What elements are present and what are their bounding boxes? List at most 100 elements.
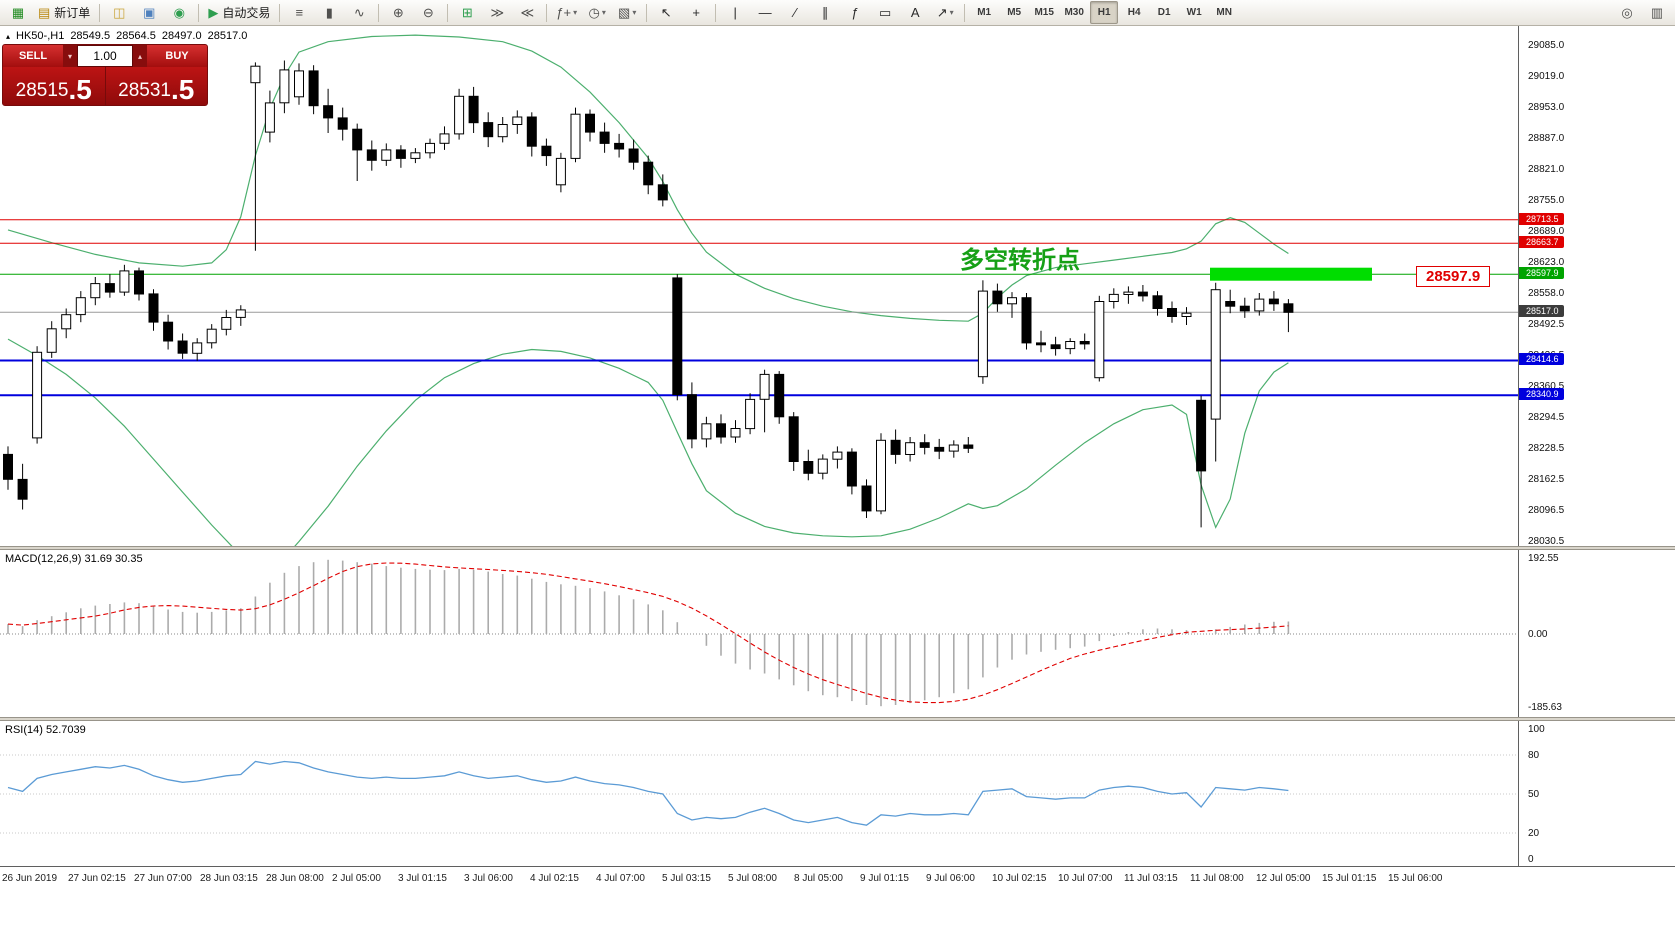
timeframe-m15[interactable]: M15 <box>1030 1 1058 24</box>
timeframe-d1[interactable]: D1 <box>1150 1 1178 24</box>
zoom-in-icon-glyph: ⊕ <box>392 5 404 20</box>
macd-label: MACD(12,26,9) 31.69 30.35 <box>5 553 143 565</box>
candlestick-chart-icon[interactable]: ▮ <box>315 1 343 24</box>
macd-scale-label: 0.00 <box>1528 629 1548 640</box>
collapse-panel-icon[interactable]: ▴ <box>6 31 11 41</box>
shapes-icon-glyph: ▭ <box>879 5 892 20</box>
indicators-button-glyph: ƒ+ <box>556 5 572 20</box>
chevron-down-icon: ▾ <box>601 8 606 17</box>
candle <box>192 342 203 354</box>
autotrading-button[interactable]: ▶ 自动交易 <box>204 1 274 24</box>
ohlc-high: 28564.5 <box>116 30 156 42</box>
vertical-line-icon[interactable]: | <box>721 1 749 24</box>
bar-chart-icon[interactable]: ≡ <box>285 1 313 24</box>
price-axis[interactable]: 29085.0 29019.0 28953.0 28887.0 28821.0 28755… <box>1518 26 1675 866</box>
trendline-icon[interactable]: ∕ <box>781 1 809 24</box>
candle <box>832 451 843 460</box>
candle <box>1254 298 1265 312</box>
tile-windows-icon[interactable]: ⊞ <box>453 1 481 24</box>
arrows-icon-glyph: ↗ <box>936 5 948 20</box>
channel-icon[interactable]: ∥ <box>811 1 839 24</box>
templates-button[interactable]: ▧ ▾ <box>613 1 641 24</box>
data-window-icon[interactable]: ◉ <box>165 1 193 24</box>
timeframe-m1[interactable]: M1 <box>970 1 998 24</box>
auto-scroll-icon[interactable]: ≫ <box>483 1 511 24</box>
timeframe-mn[interactable]: MN <box>1210 1 1238 24</box>
horizontal-line-icon-glyph: — <box>758 5 772 20</box>
zoom-out-icon-glyph: ⊖ <box>422 5 434 20</box>
candle <box>992 290 1003 305</box>
search-icon[interactable]: ◎ <box>1613 1 1641 24</box>
sell-price[interactable]: 28515.5 <box>3 67 105 105</box>
macd-pane[interactable] <box>0 550 1518 717</box>
volume-down-button[interactable]: ▾ <box>63 45 77 67</box>
arrows-icon[interactable]: ↗ ▾ <box>931 1 959 24</box>
chart-grid-icon[interactable]: ◫ <box>105 1 133 24</box>
volume-up-button[interactable]: ▴ <box>133 45 147 67</box>
cursor-icon[interactable]: ↖ <box>652 1 680 24</box>
periods-button-glyph: ◷ <box>588 5 600 20</box>
ohlc-close: 28517.0 <box>207 30 248 42</box>
buy-price-base: 28531 <box>118 80 171 101</box>
price-callout[interactable]: 28597.9 <box>1416 266 1491 287</box>
candle <box>119 270 130 293</box>
candle <box>1108 293 1119 302</box>
time-axis-label: 4 Jul 02:15 <box>530 873 579 884</box>
time-axis[interactable]: 26 Jun 2019 27 Jun 02:15 27 Jun 07:00 28 Ju… <box>0 866 1675 897</box>
rsi-pane[interactable] <box>0 721 1518 866</box>
periods-button[interactable]: ◷ ▾ <box>583 1 611 24</box>
profile-icon[interactable]: ▣ <box>135 1 163 24</box>
macd-svg[interactable] <box>0 550 1518 717</box>
buy-button[interactable]: BUY <box>147 45 207 67</box>
crosshair-icon[interactable]: + <box>682 1 710 24</box>
toolbar-separator <box>546 3 548 22</box>
app-icon[interactable]: ▦ <box>4 1 32 24</box>
timeframe-h4[interactable]: H4 <box>1120 1 1148 24</box>
volume-input[interactable] <box>77 45 133 67</box>
pane-separator[interactable] <box>0 717 1675 721</box>
time-axis-label: 27 Jun 02:15 <box>68 873 126 884</box>
horizontal-line-icon[interactable]: — <box>751 1 779 24</box>
main-chart-svg[interactable] <box>0 26 1518 546</box>
price-axis-label: 28162.5 <box>1528 474 1565 485</box>
indicators-button[interactable]: ƒ+ ▾ <box>552 1 581 24</box>
timeframe-w1[interactable]: W1 <box>1180 1 1208 24</box>
time-axis-label: 3 Jul 06:00 <box>464 873 513 884</box>
zoom-in-icon[interactable]: ⊕ <box>384 1 412 24</box>
candle <box>1210 289 1221 420</box>
cursor-icon-glyph: ↖ <box>660 5 672 20</box>
text-icon[interactable]: A <box>901 1 929 24</box>
candle <box>1137 291 1148 297</box>
sell-button[interactable]: SELL <box>3 45 63 67</box>
chart-grid-icon-glyph: ◫ <box>113 5 126 20</box>
bar-chart-icon-glyph: ≡ <box>295 5 304 20</box>
text-icon-glyph: A <box>910 5 920 20</box>
shapes-icon[interactable]: ▭ <box>871 1 899 24</box>
chart-shift-icon[interactable]: ≪ <box>513 1 541 24</box>
candle <box>599 131 610 144</box>
zoom-out-icon[interactable]: ⊖ <box>414 1 442 24</box>
ohlc-open: 28549.5 <box>70 30 111 42</box>
main-chart-pane[interactable] <box>0 26 1518 546</box>
buy-price[interactable]: 28531.5 <box>104 67 207 105</box>
fibonacci-icon[interactable]: ƒ <box>841 1 869 24</box>
time-axis-label: 26 Jun 2019 <box>2 873 58 884</box>
candle <box>817 458 828 474</box>
timeframe-m30[interactable]: M30 <box>1060 1 1088 24</box>
timeframe-m5[interactable]: M5 <box>1000 1 1028 24</box>
candle <box>861 485 872 512</box>
line-chart-icon[interactable]: ∿ <box>345 1 373 24</box>
candle <box>454 95 465 135</box>
timeframe-h1[interactable]: H1 <box>1090 1 1119 24</box>
time-axis-label: 28 Jun 03:15 <box>200 873 258 884</box>
price-axis-label: 28689.0 <box>1528 226 1565 237</box>
new-order-button[interactable]: ▤ 新订单 <box>34 1 94 24</box>
chart-annotation-text[interactable]: 多空转折点 <box>960 245 1080 274</box>
bollinger-lower-band <box>7 338 1289 546</box>
current-price-tag: 28517.0 <box>1519 305 1564 318</box>
rsi-svg[interactable] <box>0 721 1518 866</box>
time-axis-label: 12 Jul 05:00 <box>1256 873 1311 884</box>
pane-separator[interactable] <box>0 546 1675 550</box>
layout-icon[interactable]: ▥ <box>1643 1 1671 24</box>
time-axis-label: 10 Jul 02:15 <box>992 873 1047 884</box>
